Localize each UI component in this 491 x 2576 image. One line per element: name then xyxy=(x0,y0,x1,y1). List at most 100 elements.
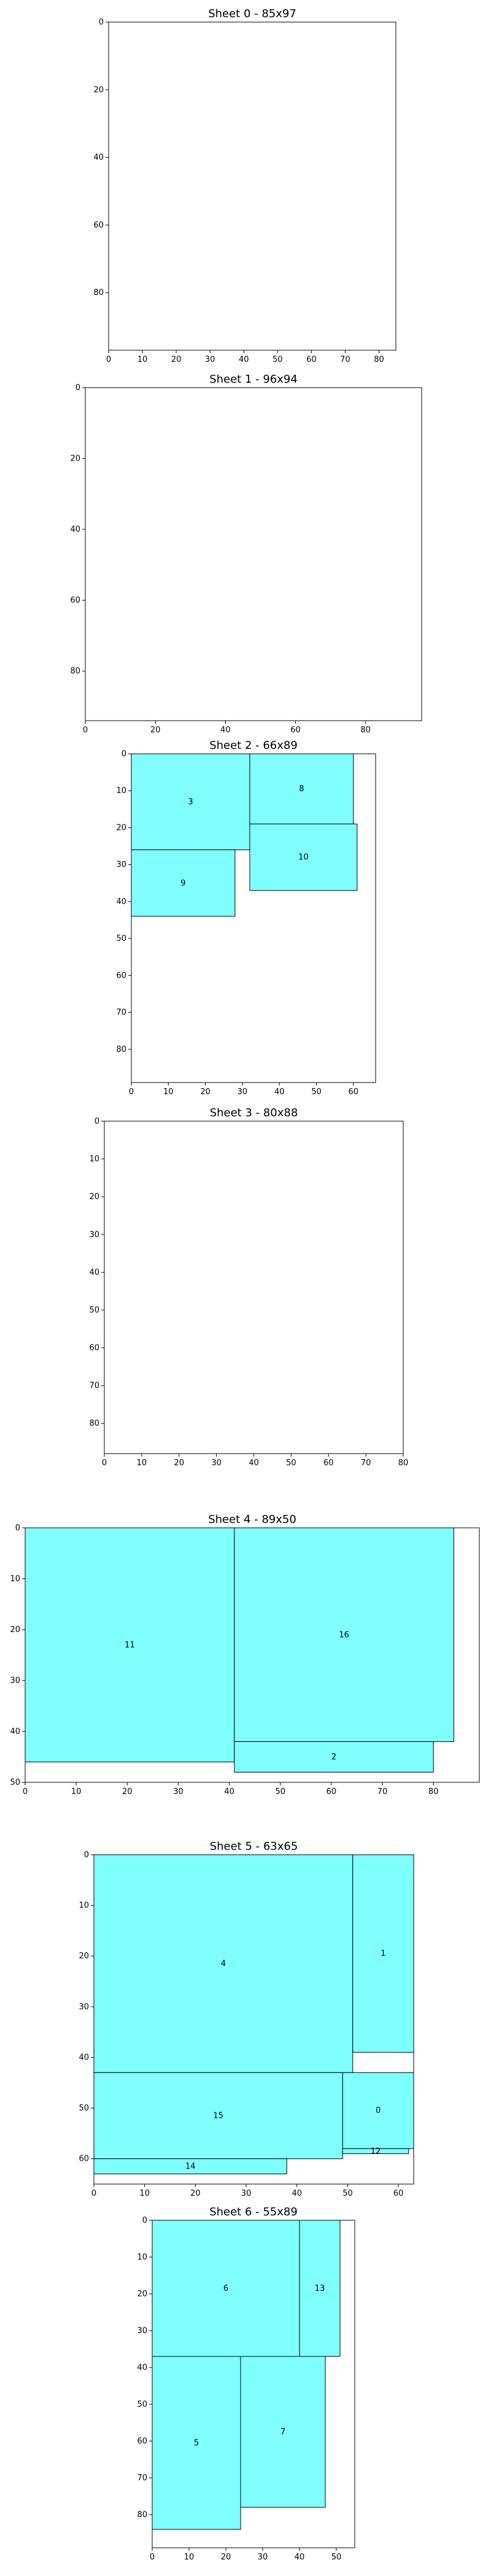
sheet-title: Sheet 3 - 80x88 xyxy=(210,1106,298,1119)
x-tick-label: 0 xyxy=(102,1459,107,1468)
x-tick-label: 10 xyxy=(184,2553,195,2562)
piece-rect xyxy=(93,2158,287,2174)
x-tick-label: 0 xyxy=(150,2553,155,2562)
x-tick-label: 80 xyxy=(398,1459,409,1468)
piece-rect xyxy=(249,823,358,891)
x-tick-label: 20 xyxy=(171,355,182,364)
x-tick-label: 80 xyxy=(374,355,384,364)
x-tick-label: 0 xyxy=(106,355,111,364)
y-tick-label: 50 xyxy=(116,934,126,943)
piece-label: 13 xyxy=(315,2284,325,2293)
y-tick-label: 70 xyxy=(116,1008,126,1018)
x-tick-label: 10 xyxy=(163,1087,174,1097)
piece-rect xyxy=(234,1741,434,1773)
piece-label: 15 xyxy=(213,2111,223,2120)
piece-label: 9 xyxy=(180,879,185,888)
piece-rect xyxy=(25,1527,235,1763)
piece-rect xyxy=(152,2356,241,2530)
axes-frame xyxy=(93,1854,414,2185)
y-tick-label: 10 xyxy=(89,1155,99,1164)
x-tick-label: 30 xyxy=(241,2189,252,2198)
y-tick-label: 40 xyxy=(137,2363,147,2372)
x-tick-label: 40 xyxy=(220,726,231,735)
piece-label: 1 xyxy=(381,1949,385,1958)
piece-rect xyxy=(93,1854,354,2073)
piece-label: 16 xyxy=(339,1630,349,1639)
y-tick-label: 20 xyxy=(79,1952,89,1961)
axes-frame xyxy=(131,753,376,1083)
x-tick-label: 30 xyxy=(205,355,215,364)
x-tick-label: 70 xyxy=(377,1787,388,1796)
y-tick-label: 10 xyxy=(79,1901,89,1911)
x-tick-label: 0 xyxy=(129,1087,134,1097)
sheet-title: Sheet 4 - 89x50 xyxy=(208,1513,296,1526)
piece-label: 5 xyxy=(194,2439,199,2448)
x-tick-label: 30 xyxy=(211,1459,222,1468)
y-tick-label: 50 xyxy=(137,2400,147,2409)
y-tick-label: 80 xyxy=(89,1419,99,1428)
x-tick-label: 30 xyxy=(173,1787,184,1796)
sheet-panel-3: Sheet 3 - 80x88 0 10 20 30 40 50 60 70 80 0 10 20 30 4… xyxy=(89,1106,408,1468)
y-tick-label: 10 xyxy=(137,2253,147,2262)
y-tick-label: 80 xyxy=(70,667,80,676)
sheet-panel-5: Sheet 5 - 63x65 4 1 15 0 12 14 0 10 20 30 40 50 60 0 10… xyxy=(79,1840,414,2198)
x-tick-label: 80 xyxy=(360,726,371,735)
y-tick-label: 10 xyxy=(10,1574,20,1584)
piece-label: 11 xyxy=(125,1641,135,1650)
piece-label: 14 xyxy=(185,2162,196,2171)
piece-label: 10 xyxy=(298,853,309,862)
y-tick-label: 0 xyxy=(84,1850,89,1860)
axes-frame xyxy=(85,387,422,721)
x-tick-label: 60 xyxy=(290,726,301,735)
y-tick-label: 40 xyxy=(10,1727,20,1736)
y-tick-label: 50 xyxy=(89,1306,99,1315)
x-tick-label: 50 xyxy=(275,1787,285,1796)
x-tick-label: 10 xyxy=(139,2189,150,2198)
sheet-title: Sheet 5 - 63x65 xyxy=(210,1840,298,1853)
y-tick-label: 40 xyxy=(93,153,104,163)
y-tick-label: 0 xyxy=(75,383,80,393)
sheet-panel-0: Sheet 0 - 85x97 0 10 20 30 40 50 60 70 80 0 20 40 60 8… xyxy=(93,7,396,364)
axes-frame xyxy=(104,1121,404,1454)
y-tick-label: 30 xyxy=(10,1676,20,1685)
y-tick-label: 60 xyxy=(116,971,126,980)
axes-frame xyxy=(152,2220,355,2548)
x-tick-label: 20 xyxy=(174,1459,184,1468)
y-tick-label: 20 xyxy=(137,2290,147,2299)
x-tick-label: 50 xyxy=(273,355,283,364)
y-tick-label: 20 xyxy=(116,823,126,832)
piece-rect xyxy=(240,2356,326,2508)
y-tick-label: 10 xyxy=(116,786,126,795)
piece-rect xyxy=(299,2220,341,2357)
piece-label: 0 xyxy=(376,2106,381,2115)
y-tick-label: 0 xyxy=(15,1524,20,1533)
x-tick-label: 50 xyxy=(342,2189,353,2198)
piece-rect xyxy=(352,1854,414,2053)
x-tick-label: 40 xyxy=(295,2553,305,2562)
x-tick-label: 60 xyxy=(327,1787,337,1796)
sheet-title: Sheet 2 - 66x89 xyxy=(209,739,298,752)
x-tick-label: 10 xyxy=(137,1459,147,1468)
x-tick-label: 40 xyxy=(292,2189,303,2198)
y-tick-label: 80 xyxy=(116,1045,126,1054)
sheet-title: Sheet 6 - 55x89 xyxy=(209,2206,298,2218)
x-tick-label: 20 xyxy=(122,1787,133,1796)
x-tick-label: 80 xyxy=(428,1787,439,1796)
x-tick-label: 60 xyxy=(306,355,317,364)
y-tick-label: 0 xyxy=(95,1117,99,1126)
axes-frame xyxy=(108,21,396,351)
piece-label: 7 xyxy=(280,2428,285,2437)
y-tick-label: 60 xyxy=(137,2437,147,2446)
x-tick-label: 20 xyxy=(150,726,161,735)
piece-rect xyxy=(342,2148,409,2154)
y-tick-label: 20 xyxy=(93,85,104,94)
piece-rect xyxy=(93,2072,343,2160)
y-tick-label: 0 xyxy=(142,2216,147,2225)
y-tick-label: 80 xyxy=(137,2510,147,2520)
x-tick-label: 50 xyxy=(286,1459,296,1468)
y-tick-label: 20 xyxy=(70,454,80,464)
y-tick-label: 40 xyxy=(79,2053,89,2062)
